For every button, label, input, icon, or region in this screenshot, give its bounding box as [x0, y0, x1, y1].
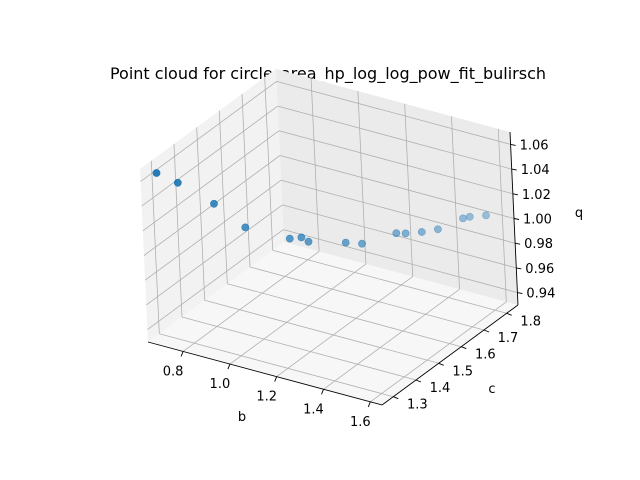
q-tick-mark	[516, 267, 522, 270]
data-point	[433, 225, 442, 234]
c-tick-label: 1.3	[407, 398, 428, 413]
b-axis-line	[147, 341, 383, 406]
c-tick-mark	[393, 396, 399, 400]
grid-line-q	[147, 229, 284, 330]
data-point	[401, 229, 410, 238]
grid-line-q	[278, 130, 514, 195]
data-point	[210, 199, 218, 208]
grid-line-c	[272, 249, 507, 314]
data-point	[285, 234, 294, 243]
b-tick-label: 1.0	[210, 377, 231, 392]
b-tick-label: 1.4	[303, 402, 324, 417]
grid-line-q	[142, 130, 280, 232]
b-tick-mark	[274, 376, 278, 382]
grid-line-c	[204, 299, 439, 364]
q-tick-mark	[517, 292, 523, 295]
axis-lines	[147, 131, 523, 408]
grid-line-q	[276, 81, 511, 145]
grid-line-b	[276, 276, 413, 377]
q-tick-label: 1.02	[522, 188, 551, 203]
c-tick-mark	[461, 346, 467, 350]
grid-line-q	[144, 179, 282, 281]
q-tick-mark	[515, 242, 521, 245]
data-point	[392, 229, 401, 238]
c-tick-label: 1.6	[475, 348, 496, 363]
grid-line-b	[182, 251, 320, 352]
data-point	[173, 178, 182, 187]
b-tick-mark	[321, 389, 324, 395]
b-tick-label: 1.2	[256, 390, 277, 405]
grid-line-q	[279, 155, 515, 219]
data-point	[152, 169, 161, 177]
grid-line-c	[249, 266, 485, 331]
axis-panes	[140, 69, 518, 405]
grid-line-q	[280, 179, 516, 244]
grid-line-q	[146, 204, 283, 306]
q-tick-label: 1.06	[520, 138, 549, 153]
c-tick-label: 1.5	[452, 364, 473, 379]
y-axis-label: c	[488, 382, 495, 397]
q-tick-mark	[512, 193, 518, 196]
data-points	[152, 169, 490, 248]
grid-lines	[140, 77, 518, 403]
q-tick-label: 0.98	[524, 237, 553, 252]
grid-line-c	[227, 283, 462, 348]
q-tick-label: 0.94	[526, 287, 555, 302]
grid-line-q	[141, 105, 278, 207]
chart-title: Point cloud for circle_area_hp_log_log_p…	[110, 64, 546, 84]
x-axis-label: b	[238, 410, 246, 425]
grid-line-b	[323, 288, 460, 390]
data-point	[304, 237, 313, 246]
b-tick-label: 0.8	[163, 364, 184, 379]
grid-line-q	[277, 105, 512, 170]
q-tick-mark	[510, 143, 516, 146]
b-tick-mark	[367, 401, 371, 408]
q-tick-label: 1.04	[521, 163, 550, 178]
grid-line-q	[283, 229, 518, 293]
tick-labels: 0.81.01.21.41.61.31.41.51.61.71.80.940.9…	[163, 138, 556, 430]
data-point	[465, 212, 474, 221]
data-point	[417, 228, 426, 236]
data-point	[341, 238, 350, 247]
q-tick-mark	[513, 218, 520, 220]
data-point	[358, 239, 366, 248]
b-tick-label: 1.6	[350, 415, 371, 430]
c-tick-mark	[438, 362, 444, 366]
c-tick-label: 1.7	[498, 331, 519, 346]
q-tick-label: 1.00	[523, 213, 552, 228]
c-axis-line	[381, 304, 519, 406]
grid-line-b	[370, 301, 507, 403]
data-point	[297, 233, 306, 242]
data-point	[241, 223, 250, 232]
z-axis-label: q	[575, 206, 583, 221]
b-tick-mark	[180, 351, 184, 357]
c-tick-mark	[506, 312, 512, 316]
grid-line-q	[140, 81, 277, 182]
q-tick-label: 0.96	[525, 262, 554, 277]
c-tick-mark	[415, 379, 422, 383]
c-tick-label: 1.8	[520, 314, 541, 329]
data-point	[459, 214, 467, 223]
b-tick-mark	[227, 363, 231, 370]
q-tick-mark	[511, 168, 517, 171]
data-point	[482, 211, 490, 220]
grid-line-q	[282, 204, 517, 269]
grid-line-c	[181, 316, 417, 381]
grid-line-b	[229, 263, 367, 365]
c-tick-label: 1.4	[430, 381, 451, 396]
grid-line-c	[159, 333, 394, 398]
c-tick-mark	[483, 329, 490, 333]
pane-floor	[148, 242, 518, 405]
